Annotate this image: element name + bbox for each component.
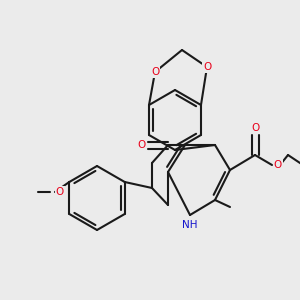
Text: O: O [137,140,145,150]
Text: NH: NH [182,220,198,230]
Text: O: O [274,160,282,170]
Text: O: O [151,67,159,77]
Text: O: O [56,187,64,197]
Text: O: O [251,123,259,133]
Text: O: O [203,62,211,72]
